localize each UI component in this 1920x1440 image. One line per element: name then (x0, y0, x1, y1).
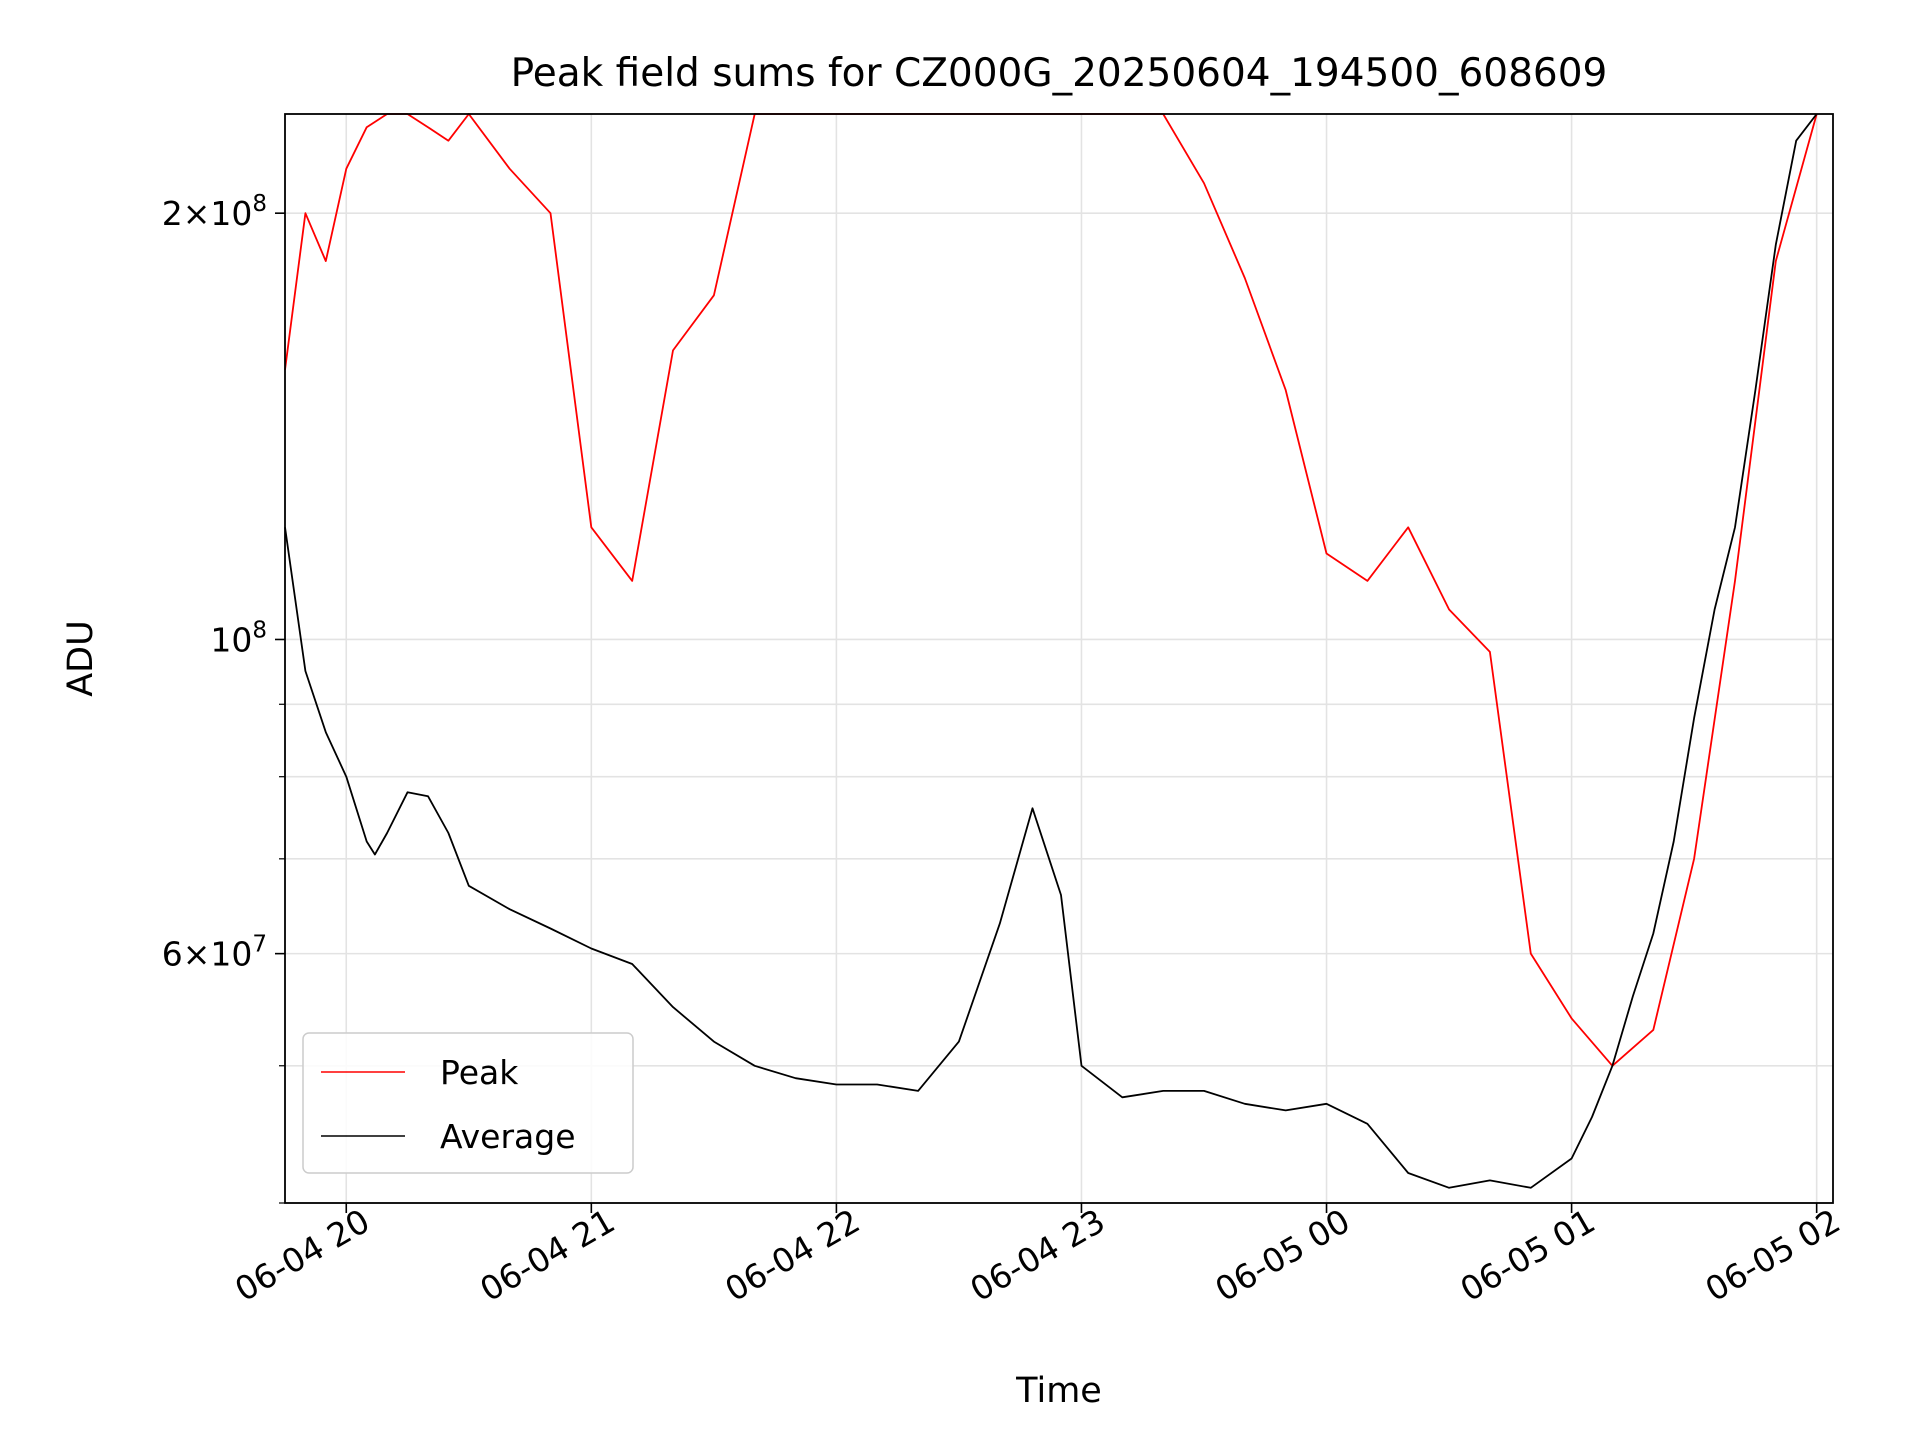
x-tick-label: 06-04 22 (718, 1201, 866, 1309)
y-axis: 2×108 108 6×107 (162, 191, 285, 1204)
x-axis-label: Time (1015, 1371, 1102, 1411)
x-tick-label: 06-05 00 (1209, 1201, 1357, 1309)
chart-title: Peak field sums for CZ000G_20250604_1945… (511, 51, 1608, 96)
y-tick-label: 6×107 (162, 932, 267, 974)
y-tick-label: 108 (210, 617, 267, 659)
x-tick-label: 06-04 20 (228, 1201, 376, 1309)
series-line-average (284, 113, 1818, 1189)
series-line-peak (284, 113, 1818, 1067)
grid (285, 114, 1833, 1204)
x-tick-label: 06-05 02 (1699, 1201, 1847, 1309)
legend-box (302, 1032, 634, 1174)
legend: Peak Average (302, 1032, 634, 1174)
series-layer (284, 113, 1818, 1189)
y-tick-label: 2×108 (162, 191, 267, 233)
x-axis: 06-04 20 06-04 21 06-04 22 06-04 23 06-05 00… (228, 1201, 1846, 1309)
plot-area-frame (284, 113, 1834, 1204)
legend-label-average: Average (440, 1117, 576, 1156)
x-tick-label: 06-04 21 (473, 1201, 621, 1309)
x-tick-label: 06-04 23 (963, 1201, 1111, 1309)
legend-label-peak: Peak (440, 1053, 519, 1092)
y-axis-label: ADU (61, 620, 101, 697)
x-tick-label: 06-05 01 (1454, 1201, 1602, 1309)
